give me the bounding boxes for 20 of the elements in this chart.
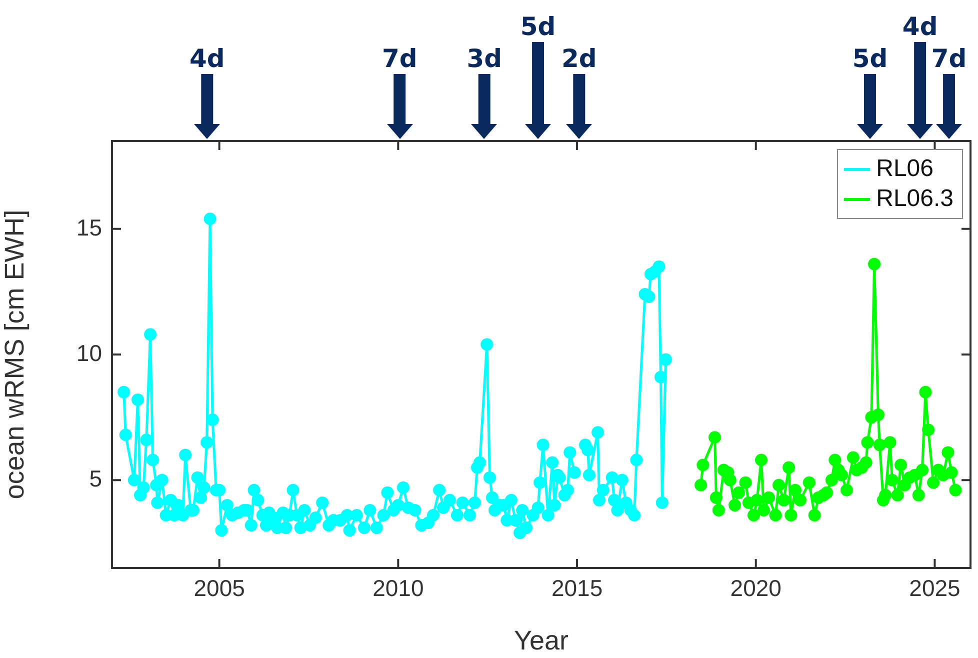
x-axis-title: Year [514, 625, 569, 656]
ref-line-label: 5d [852, 44, 888, 73]
y-tick-label: 10 [76, 340, 102, 366]
y-tick-label: 15 [76, 214, 102, 240]
y-axis-title: ocean wRMS [cm EWH] [0, 210, 30, 500]
ref-line-label: 7d [931, 44, 967, 73]
ref-line-label: 3d [466, 44, 502, 73]
ref-line-label: 4d [902, 12, 938, 41]
x-tick-label: 2025 [909, 575, 960, 602]
ref-line-label: 4d [190, 44, 225, 73]
ref-line-label: 2d [562, 44, 597, 73]
x-tick-label: 2005 [194, 575, 245, 602]
legend-label: RL06 [876, 155, 934, 183]
y-tick-label: 5 [89, 465, 102, 492]
x-tick-label: 2020 [730, 575, 782, 602]
ref-line-label: 7d [382, 44, 418, 73]
x-tick-label: 2015 [551, 575, 603, 602]
x-tick-label: 2010 [372, 575, 424, 602]
legend-label: RL06.3 [876, 185, 954, 213]
ref-line-label: 5d [520, 12, 556, 41]
